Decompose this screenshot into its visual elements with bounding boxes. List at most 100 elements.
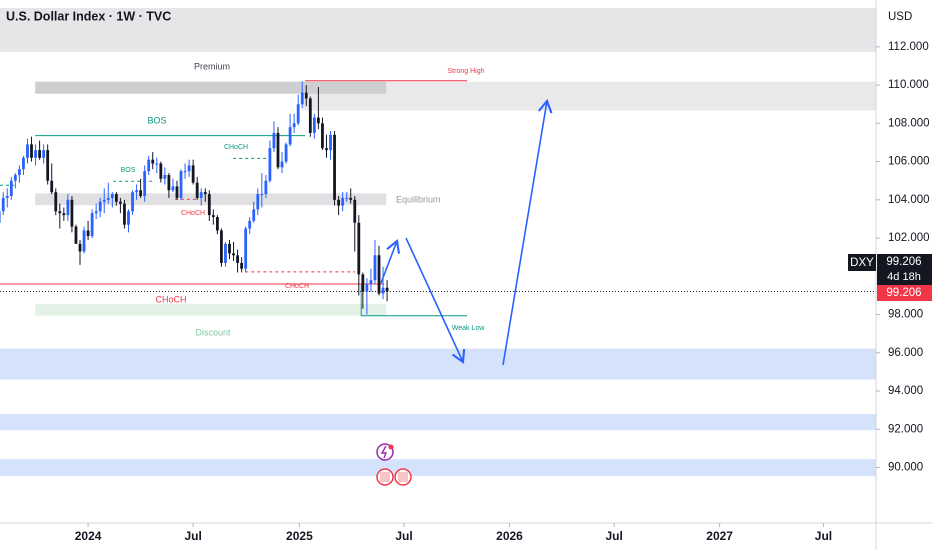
annotation: CHoCH (224, 144, 248, 151)
candle-body (191, 165, 195, 183)
candle-body (312, 117, 316, 133)
candle-body (22, 157, 25, 170)
event-dot (388, 444, 394, 450)
candle-body (58, 211, 62, 214)
candle-body (123, 203, 126, 225)
arrow (405, 237, 466, 364)
y-tick-label: 104.000 (888, 194, 930, 206)
candle-body (284, 144, 288, 162)
candle-body (232, 253, 235, 256)
candle-body (183, 171, 187, 173)
candle-body (0, 211, 1, 223)
candle-body (175, 186, 179, 198)
candle-body (377, 255, 381, 294)
candle-body (381, 287, 385, 294)
price-tag (877, 254, 932, 285)
candle-body (46, 150, 50, 181)
candle-body (143, 171, 147, 197)
zone (0, 348, 876, 380)
candle-body (337, 199, 341, 206)
candle-body (256, 194, 260, 210)
annotation: Equilibrium (396, 194, 441, 204)
candle-body (236, 255, 239, 263)
y-tick-label: 106.000 (888, 156, 930, 168)
candle-body (54, 192, 58, 212)
axes: 112.000 110.000 108.000 106.000 104.000 102.0… (75, 41, 930, 543)
candle-body (26, 144, 29, 158)
zone (35, 193, 387, 206)
candle-body (316, 117, 320, 124)
annotation: Discount (195, 327, 231, 337)
flag (398, 472, 408, 482)
candle-body (155, 163, 159, 165)
candles (0, 81, 389, 315)
x-tick-label: Jul (815, 529, 832, 543)
candle-body (82, 230, 86, 252)
y-tick-label: 110.000 (888, 79, 929, 91)
zone (302, 81, 876, 111)
candle-body (90, 213, 94, 237)
candle-body (86, 230, 90, 237)
y-tick-label: 112.000 (888, 41, 929, 53)
candle-body (159, 163, 163, 179)
candle-body (127, 211, 130, 225)
zones (0, 8, 876, 477)
last-price-label: 99.206 (886, 287, 921, 299)
x-tick-label: Jul (184, 529, 201, 543)
candle-body (272, 132, 276, 149)
candle-body (385, 287, 389, 292)
arrow (502, 98, 553, 366)
countdown: 4d 18h (887, 271, 921, 283)
candle-body (276, 132, 280, 168)
candle-body (179, 171, 183, 198)
candle-body (17, 169, 21, 175)
candle-body (345, 197, 349, 199)
candle-body (244, 228, 248, 269)
candle-body (119, 201, 122, 204)
candle-body (220, 230, 223, 263)
candle-body (353, 199, 357, 223)
candle-body (329, 134, 332, 151)
annotation: BOS (121, 167, 136, 174)
candle-body (98, 201, 102, 212)
candle-body (349, 197, 353, 200)
candle-body (30, 144, 33, 158)
zone (0, 8, 876, 52)
candle-body (211, 215, 215, 218)
candle-body (369, 280, 373, 284)
annotation: Weak Low (452, 325, 485, 332)
zone (0, 459, 876, 477)
candle-body (300, 92, 304, 105)
candle-body (248, 220, 252, 229)
candle-body (228, 243, 231, 254)
candle-body (224, 243, 227, 263)
candle-body (151, 159, 155, 164)
candle-body (13, 174, 17, 181)
candle-body (264, 180, 268, 195)
zone (0, 414, 876, 431)
annotations: Premium BOS CHoCH BOS CHoCH CHoCH CHoCH Strong … (121, 61, 486, 337)
y-tick-label: 108.000 (888, 117, 930, 129)
y-tick-label: 96.000 (888, 347, 923, 359)
candle-body (106, 197, 110, 200)
candle-body (365, 283, 369, 292)
candle-body (321, 123, 324, 149)
candle-body (280, 161, 284, 168)
last-price-tag (877, 285, 932, 301)
candle-body (114, 194, 118, 202)
candle-body (207, 194, 211, 216)
y-tick-label: 102.000 (888, 232, 930, 244)
candle-body (94, 211, 98, 214)
symbol-tag (848, 254, 876, 271)
candle-body (341, 197, 345, 206)
x-tick-label: 2026 (496, 529, 523, 543)
candle-body (147, 159, 151, 172)
symbol: DXY (850, 257, 874, 269)
candle-body (66, 199, 70, 216)
y-tick-label: 92.000 (888, 423, 923, 435)
levels (0, 80, 876, 317)
candle-body (296, 104, 300, 124)
candle-body (70, 199, 74, 227)
candle-body (268, 148, 272, 181)
